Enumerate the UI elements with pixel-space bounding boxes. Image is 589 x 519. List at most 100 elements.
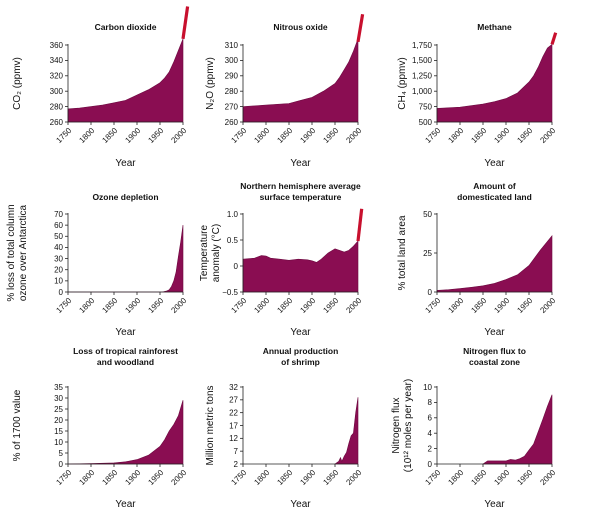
- y-tick-label: 35: [54, 383, 63, 392]
- x-tick-label: 1800: [252, 126, 271, 145]
- series-area: [436, 43, 553, 123]
- series-area: [334, 397, 359, 465]
- y-tick-label: 290: [225, 72, 239, 81]
- chart-title: Annual production: [263, 346, 339, 356]
- series-area: [242, 38, 359, 123]
- y-tick-label: 10: [423, 383, 432, 392]
- x-tick-label: 2000: [344, 468, 363, 487]
- x-tick-label: 1800: [446, 296, 465, 315]
- y-tick-label: 750: [419, 102, 433, 111]
- chart-title: Ozone depletion: [92, 192, 158, 202]
- y-tick-label: 20: [54, 416, 63, 425]
- x-tick-label: 1900: [298, 468, 317, 487]
- chart-panel: 0 5 10 15 20 25 30 35 1750 1800 1850 1900 1950 2000 Lo…: [12, 346, 189, 510]
- chart-panel: 260 280 300 320 340 360 1750 1800 1850 1900 1950 20…: [12, 6, 190, 169]
- y-tick-label: 17: [229, 421, 238, 430]
- y-tick-label: 1,750: [412, 41, 433, 50]
- y-axis-label: anomaly (°C): [211, 224, 222, 282]
- series-area: [242, 240, 359, 293]
- x-tick-label: 2000: [538, 468, 557, 487]
- y-tick-label: 22: [229, 408, 238, 417]
- x-tick-label: 1750: [229, 296, 248, 315]
- y-tick-label: −0.5: [222, 288, 238, 297]
- x-tick-label: 2000: [538, 296, 557, 315]
- x-axis-label: Year: [115, 158, 136, 169]
- y-tick-label: 0: [428, 288, 433, 297]
- chart-panel: 0 2 4 6 8 10 1750 1800 1850 1900 1950 2000 Nitrogen …: [391, 346, 558, 510]
- chart-title: and woodland: [97, 357, 154, 367]
- x-tick-label: 1950: [515, 126, 534, 145]
- y-tick-label: 1,250: [412, 72, 433, 81]
- y-tick-label: 1.0: [227, 210, 239, 219]
- x-tick-label: 1950: [146, 468, 165, 487]
- x-tick-label: 1850: [100, 296, 119, 315]
- y-tick-label: 25: [54, 405, 63, 414]
- y-tick-label: 500: [419, 118, 433, 127]
- x-tick-label: 1850: [469, 126, 488, 145]
- recent-trend-line: [356, 208, 364, 242]
- chart-title: Loss of tropical rainforest: [73, 346, 178, 356]
- x-tick-label: 1950: [146, 296, 165, 315]
- chart-title: Nitrogen flux to: [463, 346, 526, 356]
- x-axis-label: Year: [290, 158, 311, 169]
- y-tick-label: 30: [54, 254, 63, 263]
- y-tick-label: 320: [50, 72, 64, 81]
- y-tick-label: 5: [59, 449, 64, 458]
- chart-title: Carbon dioxide: [95, 22, 157, 32]
- y-tick-label: 10: [54, 277, 63, 286]
- chart-title: coastal zone: [469, 357, 520, 367]
- x-tick-label: 1900: [298, 126, 317, 145]
- y-tick-label: 2: [234, 460, 239, 469]
- series-area: [68, 225, 184, 293]
- y-tick-label: 30: [54, 394, 63, 403]
- x-axis-label: Year: [290, 327, 311, 338]
- y-tick-label: 1,000: [412, 87, 433, 96]
- x-tick-label: 1950: [146, 126, 165, 145]
- x-tick-label: 1750: [54, 126, 73, 145]
- x-tick-label: 2000: [344, 296, 363, 315]
- x-axis-label: Year: [484, 327, 505, 338]
- x-tick-label: 2000: [538, 126, 557, 145]
- chart-panel: 0 25 50 1750 1800 1850 1900 1950 2000 Amount ofdo…: [397, 181, 558, 338]
- chart-title: Methane: [477, 22, 512, 32]
- x-tick-label: 1900: [123, 126, 142, 145]
- x-tick-label: 1900: [492, 296, 511, 315]
- y-tick-label: 15: [54, 427, 63, 436]
- y-axis-label: Temperature: [199, 224, 210, 281]
- chart-panel: −0.5 0 0.5 1.0 1750 1800 1850 1900 1950 2000 North…: [199, 181, 364, 338]
- y-axis-label: % loss of total column: [6, 204, 17, 301]
- y-axis-label: % total land area: [397, 215, 408, 290]
- x-tick-label: 1750: [229, 468, 248, 487]
- series-area: [482, 394, 553, 465]
- recent-trend-line: [181, 6, 190, 40]
- y-tick-label: 280: [50, 102, 64, 111]
- x-tick-label: 1800: [252, 468, 271, 487]
- chart-title: Nitrous oxide: [273, 22, 328, 32]
- chart-title: of shrimp: [281, 357, 320, 367]
- x-tick-label: 1800: [77, 296, 96, 315]
- y-tick-label: 280: [225, 87, 239, 96]
- x-tick-label: 1750: [54, 296, 73, 315]
- y-tick-label: 8: [428, 398, 433, 407]
- y-tick-label: 310: [225, 41, 239, 50]
- x-tick-label: 1850: [469, 468, 488, 487]
- series-area: [67, 38, 184, 123]
- x-tick-label: 1850: [275, 296, 294, 315]
- x-axis-label: Year: [115, 327, 136, 338]
- y-tick-label: 25: [423, 249, 432, 258]
- x-tick-label: 2000: [169, 468, 188, 487]
- y-tick-label: 7: [234, 447, 239, 456]
- y-tick-label: 270: [225, 102, 239, 111]
- x-axis-label: Year: [484, 499, 505, 510]
- x-tick-label: 1800: [252, 296, 271, 315]
- x-tick-label: 2000: [169, 296, 188, 315]
- chart-title: domesticated land: [457, 192, 532, 202]
- y-tick-label: 0: [234, 262, 239, 271]
- x-tick-label: 1800: [77, 126, 96, 145]
- x-axis-label: Year: [115, 499, 136, 510]
- y-axis-label: % of 1700 value: [12, 389, 23, 461]
- y-axis-label: CO₂ (ppmv): [12, 57, 23, 110]
- x-tick-label: 1900: [492, 468, 511, 487]
